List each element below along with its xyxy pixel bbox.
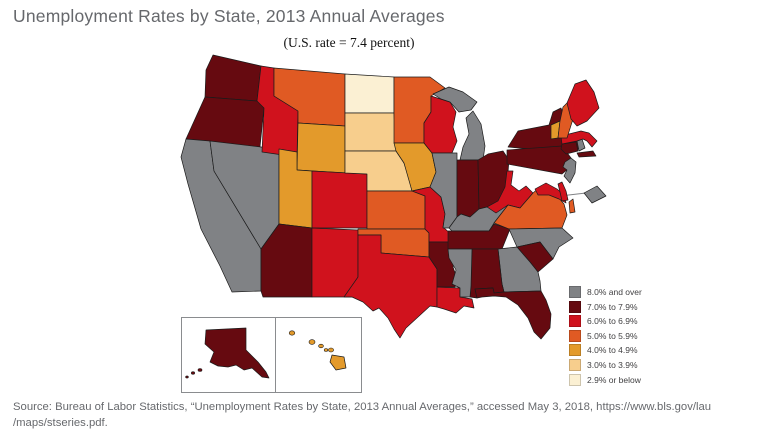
legend-item: 5.0% to 5.9% [569, 329, 642, 342]
legend-label: 2.9% or below [587, 374, 641, 385]
state-me [566, 79, 600, 127]
inset-hawaii-box [275, 317, 362, 393]
state-wa [204, 54, 262, 102]
state-va [568, 198, 576, 214]
state-ak [204, 327, 270, 379]
state-ks [366, 190, 426, 230]
state-ak-island [191, 371, 196, 375]
legend-item: 6.0% to 6.9% [569, 315, 642, 328]
figure-subtitle: (U.S. rate = 7.4 percent) [283, 35, 415, 50]
state-ny [576, 150, 597, 158]
state-hi-island [308, 339, 316, 345]
state-md [534, 182, 567, 204]
legend-label: 3.0% to 3.9% [587, 359, 638, 370]
state-mi [459, 110, 486, 161]
legend-label: 5.0% to 5.9% [587, 330, 638, 341]
legend-item: 3.0% to 3.9% [569, 358, 642, 371]
legend-item: 2.9% or below [569, 373, 642, 386]
legend-label: 7.0% to 7.9% [587, 301, 638, 312]
state-de [557, 181, 569, 202]
legend-swatch [569, 315, 581, 328]
state-sd [344, 112, 397, 152]
figure-title: Unemployment Rates by State, 2013 Annual… [13, 6, 445, 26]
state-hi-island [328, 347, 334, 353]
source-line-1: Source: Bureau of Labor Statistics, “Une… [13, 401, 712, 413]
legend-item: 4.0% to 4.9% [569, 344, 642, 357]
legend-swatch [569, 358, 581, 371]
dc-callout-diamond [583, 185, 607, 204]
legend-label: 6.0% to 6.9% [587, 316, 638, 327]
state-mi [432, 86, 478, 113]
state-nj [562, 157, 577, 184]
state-hi [329, 354, 347, 371]
legend-swatch [569, 344, 581, 357]
legend-item: 8.0% and over [569, 286, 642, 298]
state-co [311, 170, 368, 229]
state-ak-island [197, 368, 203, 372]
map-legend: 8.0% and over 7.0% to 7.9% 6.0% to 6.9% 5.0… [569, 286, 642, 388]
legend-swatch [569, 373, 581, 386]
state-nd [344, 73, 395, 114]
legend-swatch [569, 300, 581, 313]
legend-item: 7.0% to 7.9% [569, 300, 642, 313]
state-in [456, 159, 480, 218]
legend-label: 4.0% to 4.9% [587, 345, 638, 356]
source-note: Source: Bureau of Labor Statistics, “Une… [13, 399, 761, 431]
legend-label: 8.0% and over [587, 287, 642, 297]
legend-swatch [569, 286, 581, 298]
state-ms [447, 248, 473, 298]
state-fl [474, 287, 552, 340]
state-hi-island [288, 330, 296, 336]
source-line-2: /maps/stseries.pdf. [13, 417, 108, 430]
state-hi-island [323, 348, 329, 352]
state-wy [296, 122, 346, 174]
state-ct [560, 141, 579, 155]
legend-swatch [569, 329, 581, 342]
state-pa [506, 145, 572, 175]
state-ma [560, 130, 598, 148]
state-ak-island [185, 375, 189, 379]
state-hi-island [318, 343, 324, 349]
state-or [185, 96, 265, 148]
